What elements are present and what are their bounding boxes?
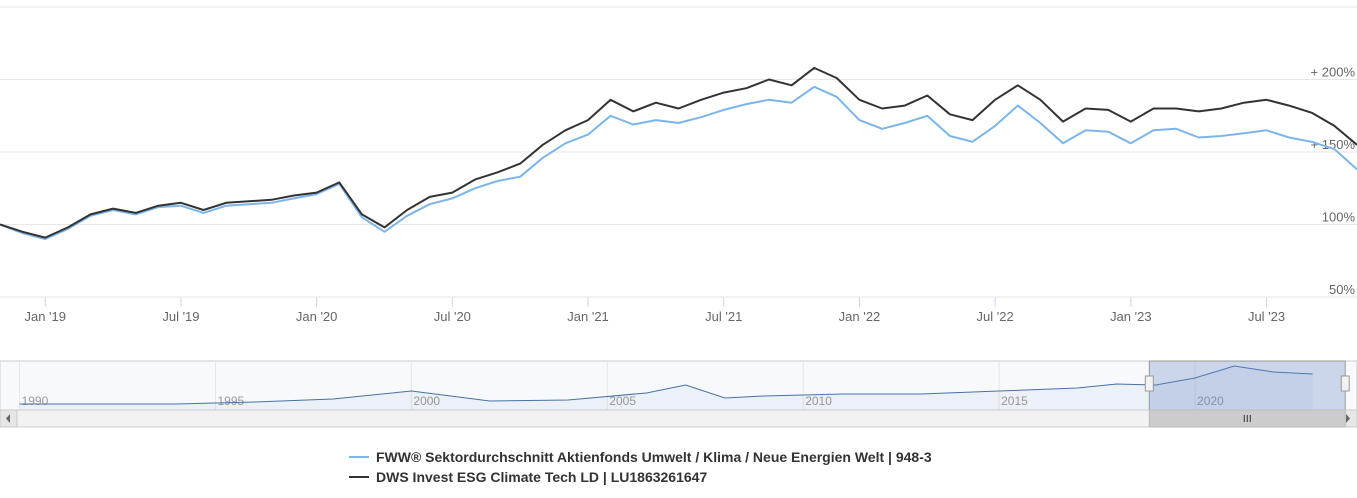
y-tick-label: 50%	[1329, 282, 1355, 297]
scrollbar-track	[0, 409, 1357, 428]
legend-label[interactable]: FWW® Sektordurchschnitt Aktienfonds Umwe…	[376, 449, 932, 465]
series-line	[0, 66, 1357, 239]
x-tick-label: Jan '23	[1110, 309, 1152, 324]
navigator-background	[0, 360, 1357, 411]
x-tick-label: Jan '21	[567, 309, 609, 324]
navigator-selection[interactable]	[1148, 360, 1346, 411]
navigator-tick-label: 2015	[1001, 394, 1028, 408]
scroll-left-arrow	[6, 414, 10, 423]
x-tick-label: Jul '21	[705, 309, 742, 324]
scroll-right-arrow	[1346, 414, 1350, 423]
navigator-area	[19, 366, 1313, 410]
navigator-tick-label: 2010	[805, 394, 832, 408]
main-plot: 50% 100% + 150% + 200% Jan '19 Jul '19 Jan '20…	[0, 65, 1357, 324]
navigator-handle[interactable]	[1144, 375, 1154, 392]
y-tick-label: 100%	[1322, 210, 1356, 225]
y-tick-label: + 150%	[1311, 137, 1356, 152]
navigator-tick-label: 2005	[609, 394, 636, 408]
x-tick-label: Jan '22	[839, 309, 881, 324]
x-tick-label: Jul '20	[434, 309, 471, 324]
navigator-tick-label: 2000	[413, 394, 440, 408]
series-line	[0, 85, 1357, 240]
legend: FWW® Sektordurchschnitt Aktienfonds Umwe…	[349, 449, 932, 485]
y-tick-label: + 200%	[1311, 65, 1356, 80]
navigator-line	[19, 365, 1313, 405]
navigator-tick-label: 2020	[1197, 394, 1224, 408]
navigator-tick-label: 1995	[217, 394, 244, 408]
x-tick-label: Jul '19	[162, 309, 199, 324]
x-tick-label: Jul '23	[1248, 309, 1285, 324]
navigator: 1990 1995 2000 2005 2010 2015 2020	[19, 360, 1350, 411]
x-tick-label: Jan '19	[24, 309, 66, 324]
x-tick-label: Jan '20	[296, 309, 338, 324]
navigator-handle[interactable]	[1340, 375, 1350, 392]
legend-label[interactable]: DWS Invest ESG Climate Tech LD | LU18632…	[376, 469, 707, 485]
x-tick-label: Jul '22	[977, 309, 1014, 324]
